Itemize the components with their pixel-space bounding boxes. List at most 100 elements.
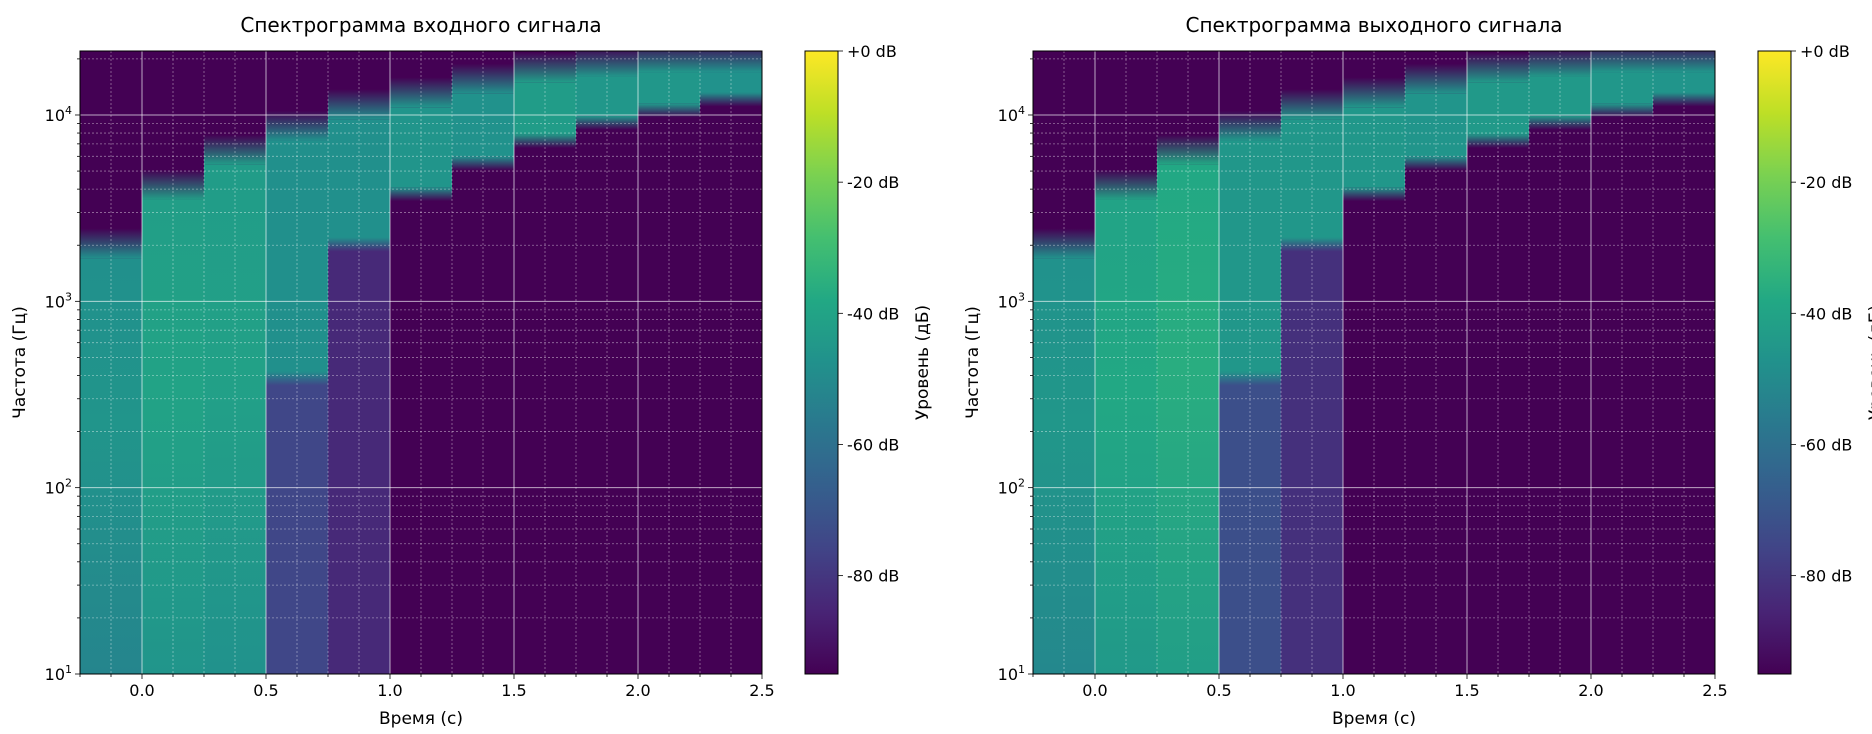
- x-tick-label: 0.0: [129, 681, 154, 700]
- colorbar: +0 dB -20 dB -40 dB -60 dB -80 dB Уровень (дБ…: [804, 42, 933, 675]
- colorbar-label: Уровень (дБ): [913, 305, 933, 420]
- segment-edge: [328, 237, 390, 252]
- x-axis-label: Время (с): [379, 709, 463, 729]
- y-axis: 101 102 103 104: [45, 58, 80, 684]
- segment-edge: [452, 63, 514, 94]
- segment-band: [1653, 72, 1715, 93]
- spectrogram-image: [1033, 51, 1715, 674]
- segment-edge: [1405, 63, 1467, 94]
- spectrogram-segment: [700, 51, 762, 107]
- segment-edge: [1343, 187, 1405, 202]
- segment-edge: [390, 187, 452, 202]
- segment-band: [204, 164, 266, 674]
- x-tick-label: 2.0: [1578, 681, 1603, 700]
- segment-band: [390, 107, 452, 188]
- x-axis: 0.0 0.5 1.0 1.5 2.0 2.5: [1032, 674, 1728, 700]
- segment-edge: [1653, 92, 1715, 107]
- spectrogram-segment: [142, 169, 204, 674]
- y-axis-label: Частота (Гц): [10, 306, 30, 419]
- colorbar-tick-label: -80 dB: [847, 567, 899, 586]
- spectrogram-segment: [1281, 89, 1343, 674]
- segment-edge: [1405, 156, 1467, 171]
- segment-edge: [1095, 169, 1157, 200]
- input-spectrogram-panel: 0.0 0.5 1.0 1.5 2.0 2.5 Время (с) 101 102 103 104 Ч…: [10, 13, 933, 729]
- spectrogram-segment: [514, 52, 576, 149]
- segment-band: [700, 72, 762, 93]
- spectrogram-image: [80, 51, 762, 674]
- segment-band: [142, 199, 204, 674]
- spectrogram-segment: [328, 89, 390, 674]
- segment-floor: [1219, 371, 1281, 674]
- x-tick-label: 0.5: [1206, 681, 1231, 700]
- segment-floor: [266, 371, 328, 674]
- colorbar-tick-label: -40 dB: [1800, 304, 1852, 323]
- x-tick-label: 1.0: [1330, 681, 1355, 700]
- segment-band: [1529, 76, 1591, 116]
- segment-floor: [328, 237, 390, 674]
- chart-title: Спектрограмма входного сигнала: [240, 13, 601, 37]
- y-axis: 101 102 103 104: [998, 58, 1033, 684]
- y-tick-label: 102: [998, 477, 1025, 498]
- segment-edge: [266, 371, 328, 386]
- segment-edge: [1529, 115, 1591, 130]
- y-tick-label: 104: [998, 104, 1025, 125]
- segment-band: [1033, 258, 1095, 674]
- x-tick-label: 2.5: [749, 681, 774, 700]
- y-tick-label: 101: [998, 663, 1025, 684]
- x-tick-label: 2.0: [625, 681, 650, 700]
- x-tick-label: 1.5: [501, 681, 526, 700]
- segment-band: [514, 82, 576, 135]
- segment-edge: [1219, 371, 1281, 386]
- y-tick-label: 103: [998, 290, 1025, 311]
- y-tick-label: 101: [45, 663, 72, 684]
- spectrogram-segment: [1157, 134, 1219, 674]
- y-tick-label: 102: [45, 477, 72, 498]
- segment-band: [1095, 199, 1157, 674]
- spectrogram-segment: [576, 51, 638, 130]
- x-axis: 0.0 0.5 1.0 1.5 2.0 2.5: [79, 674, 775, 700]
- segment-band: [1219, 140, 1281, 372]
- segment-edge: [1281, 89, 1343, 120]
- segment-edge: [328, 89, 390, 120]
- segment-edge: [80, 228, 142, 259]
- segment-edge: [1281, 237, 1343, 252]
- spectrogram-segment: [80, 228, 142, 674]
- spectrogram-segment: [1405, 63, 1467, 171]
- segment-edge: [576, 115, 638, 130]
- spectrogram-segment: [266, 110, 328, 674]
- segment-edge: [1529, 51, 1591, 77]
- spectrogram-segment: [1653, 51, 1715, 107]
- spectrogram-segment: [452, 63, 514, 171]
- segment-band: [1405, 93, 1467, 157]
- segment-edge: [1467, 134, 1529, 149]
- segment-edge: [142, 169, 204, 200]
- colorbar-tick-label: -40 dB: [847, 304, 899, 323]
- colorbar-gradient: [1757, 50, 1792, 675]
- colorbar-label: Уровень (дБ): [1866, 305, 1872, 420]
- segment-edge: [700, 92, 762, 107]
- segment-band: [1281, 119, 1343, 238]
- spectrogram-segment: [1529, 51, 1591, 130]
- segment-edge: [1343, 77, 1405, 108]
- segment-band: [1591, 72, 1653, 104]
- colorbar: +0 dB -20 dB -40 dB -60 dB -80 dB Уровень (дБ…: [1757, 42, 1872, 675]
- x-tick-label: 1.5: [1454, 681, 1479, 700]
- segment-edge: [1591, 51, 1653, 73]
- x-tick-label: 0.5: [253, 681, 278, 700]
- colorbar-gradient: [804, 50, 839, 675]
- segment-edge: [514, 52, 576, 83]
- segment-edge: [1033, 228, 1095, 259]
- y-tick-label: 103: [45, 290, 72, 311]
- segment-edge: [452, 156, 514, 171]
- segment-band: [266, 140, 328, 372]
- segment-edge: [638, 103, 700, 118]
- segment-edge: [700, 51, 762, 73]
- x-tick-label: 2.5: [1702, 681, 1727, 700]
- spectrogram-segment: [1343, 77, 1405, 202]
- colorbar-tick-label: -20 dB: [847, 173, 899, 192]
- colorbar-tick-label: +0 dB: [847, 42, 897, 61]
- colorbar-tick-label: -80 dB: [1800, 567, 1852, 586]
- segment-band: [638, 72, 700, 104]
- colorbar-tick-label: -60 dB: [1800, 435, 1852, 454]
